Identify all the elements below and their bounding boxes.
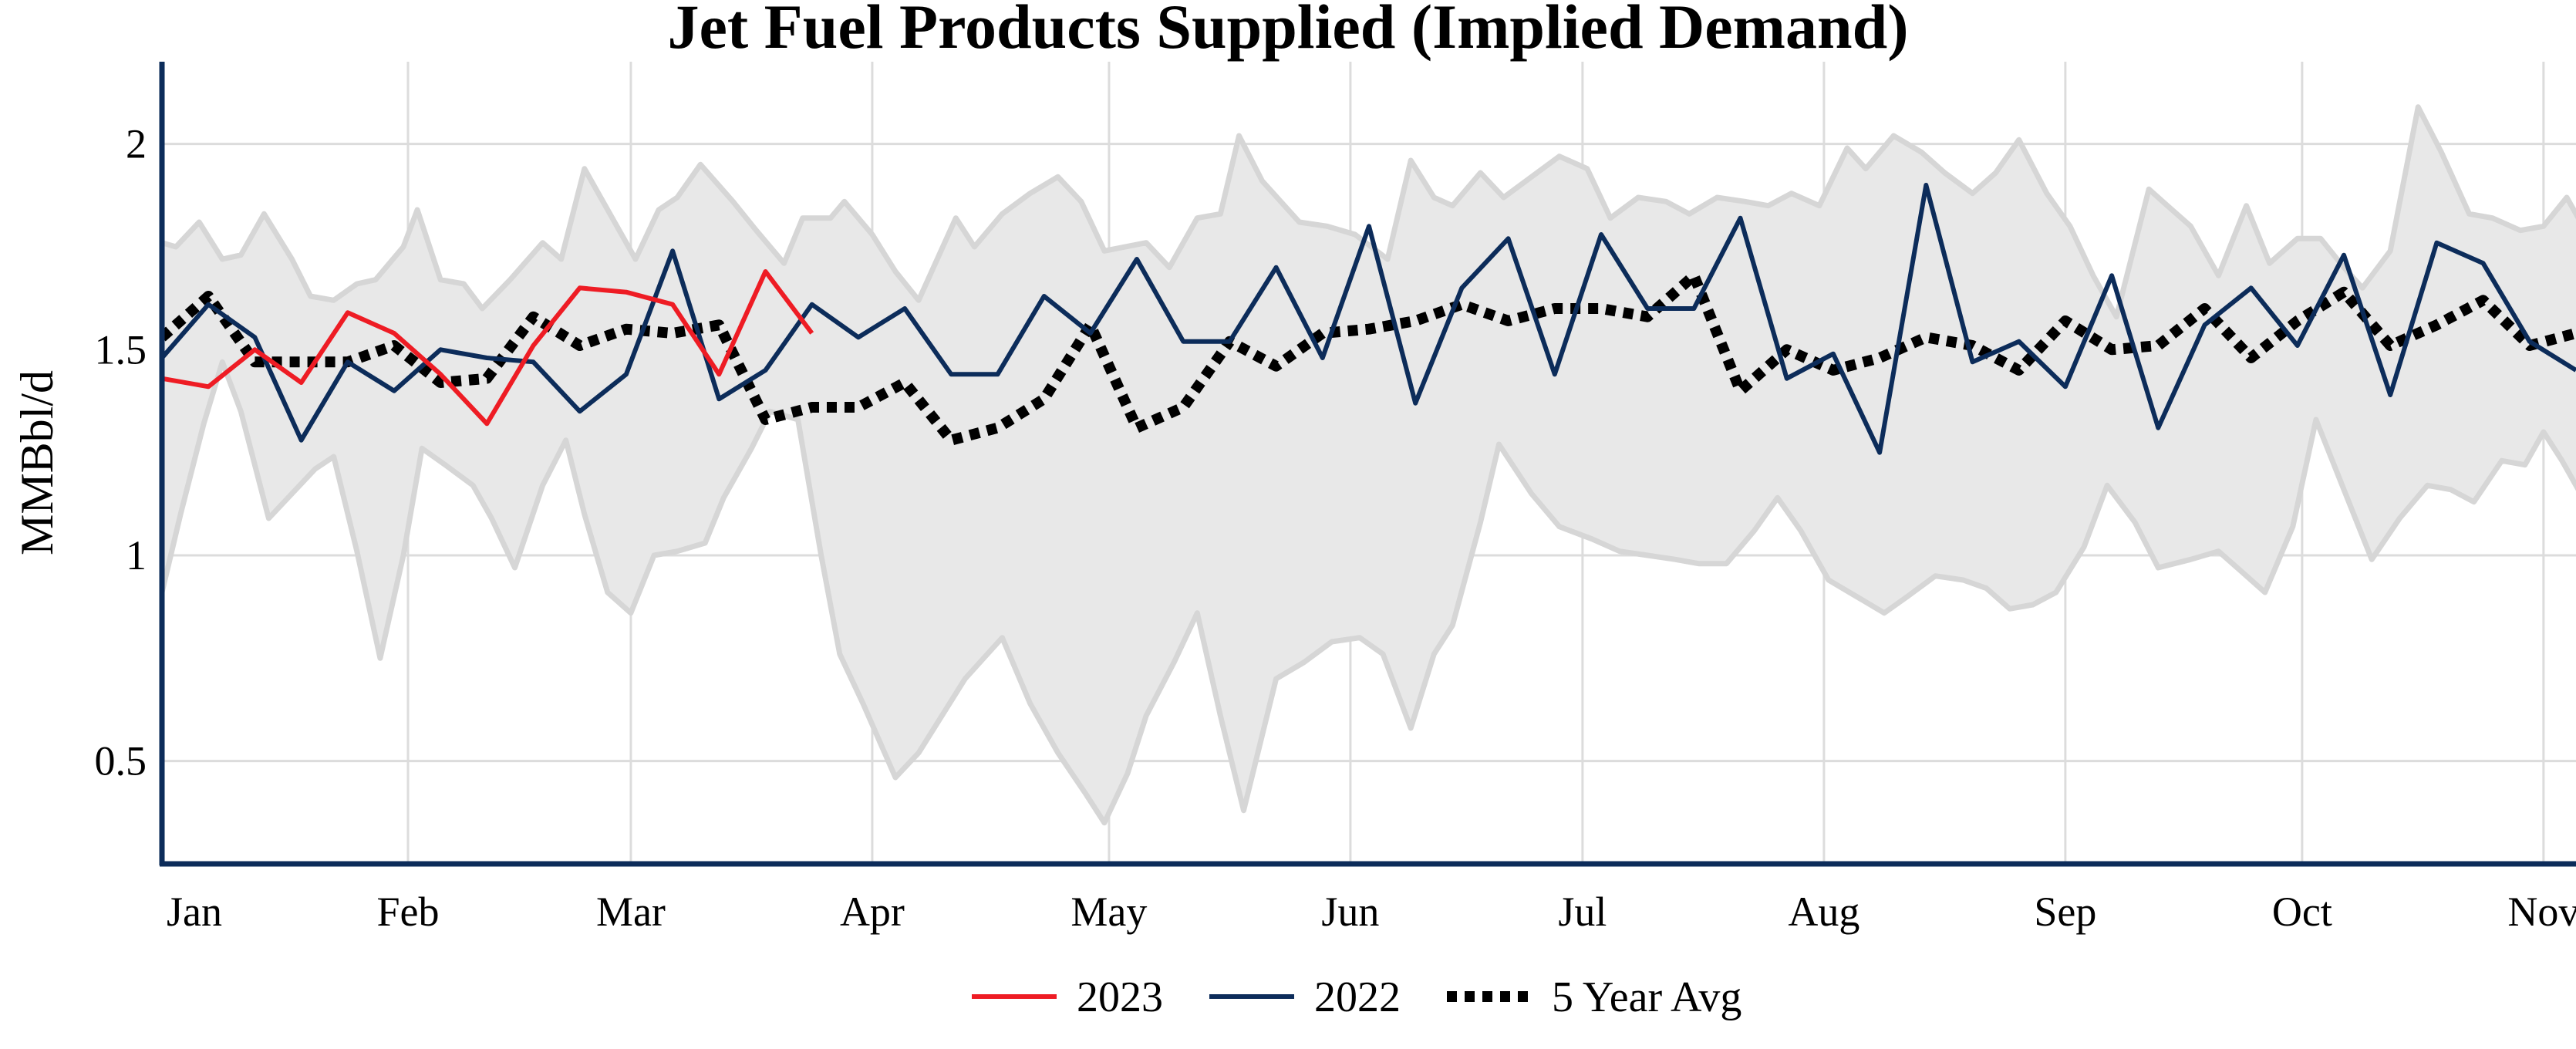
x-tick-aug: Aug [1788, 889, 1860, 935]
x-tick-sep: Sep [2034, 889, 2096, 935]
series-line-2023 [162, 269, 814, 427]
y-tick-0: 0.5 [95, 738, 147, 784]
x-tick-feb: Feb [377, 889, 440, 935]
legend-label-5-year-avg: 5 Year Avg [1552, 973, 1741, 1021]
series-lines [162, 183, 2576, 455]
axes [159, 62, 2576, 867]
x-tick-jul: Jul [1558, 889, 1607, 935]
range-band-upper-edge [162, 104, 2576, 320]
five-year-range-band [162, 104, 2576, 826]
series-line-5-year-avg [162, 270, 2576, 446]
y-tick-2: 1.5 [95, 326, 147, 373]
legend: 2023 2022 5 Year Avg [972, 973, 1741, 1021]
y-tick-labels: 0.5 1 1.5 2 [95, 121, 147, 784]
x-tick-apr: Apr [840, 889, 905, 935]
x-tick-jun: Jun [1321, 889, 1379, 935]
y-tick-3: 2 [126, 121, 147, 167]
x-tick-may: May [1071, 889, 1147, 935]
x-tick-mar: Mar [596, 889, 666, 935]
range-band-area [162, 106, 2576, 823]
x-tick-oct: Oct [2272, 889, 2332, 935]
x-tick-nov: Nov [2507, 889, 2576, 935]
x-tick-jan: Jan [167, 889, 222, 935]
legend-label-2022: 2022 [1314, 973, 1401, 1021]
y-axis-title: MMBbl/d [12, 370, 62, 555]
x-tick-labels: Jan Feb Mar Apr May Jun Jul Aug Sep Oct Nov [167, 889, 2576, 935]
y-tick-1: 1 [126, 532, 147, 578]
chart-title: Jet Fuel Products Supplied (Implied Dema… [667, 0, 1908, 62]
legend-label-2023: 2023 [1077, 973, 1163, 1021]
range-band-lower-edge [162, 359, 2576, 826]
series-line-2022 [162, 183, 2576, 455]
